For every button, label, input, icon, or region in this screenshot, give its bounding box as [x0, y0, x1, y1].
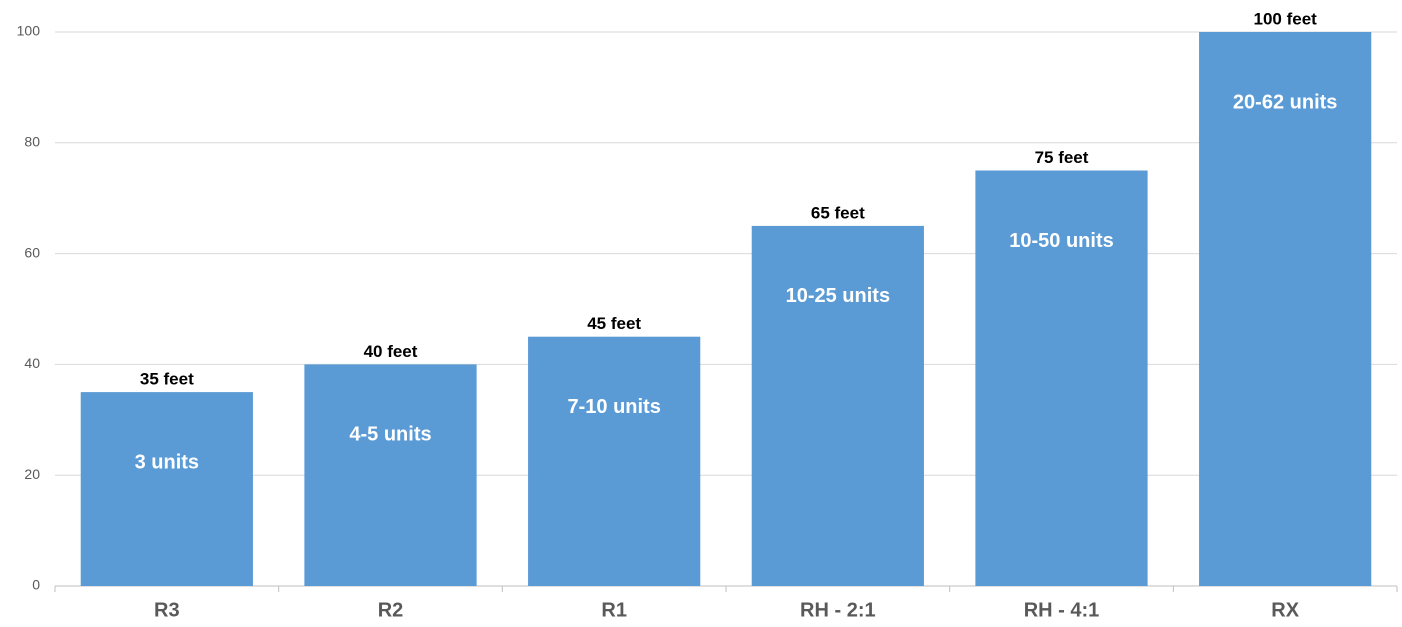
bar — [751, 225, 924, 586]
x-tick-label: R2 — [378, 599, 404, 621]
x-tick-label: RH - 4:1 — [1024, 599, 1100, 621]
y-tick-label: 20 — [24, 466, 40, 482]
y-tick-label: 100 — [17, 23, 41, 39]
value-label: 40 feet — [364, 342, 418, 361]
x-tick-label: R1 — [601, 599, 627, 621]
unit-label: 7-10 units — [567, 396, 660, 418]
x-tick-label: R3 — [154, 599, 180, 621]
unit-label: 10-50 units — [1009, 230, 1113, 252]
unit-label: 3 units — [135, 451, 199, 473]
bar — [1199, 32, 1372, 586]
bar — [975, 170, 1148, 586]
bar — [304, 364, 477, 586]
value-label: 35 feet — [140, 370, 194, 389]
unit-label: 20-62 units — [1233, 91, 1337, 113]
value-label: 45 feet — [587, 314, 641, 333]
value-label: 65 feet — [811, 203, 865, 222]
y-tick-label: 80 — [24, 134, 40, 150]
value-label: 75 feet — [1035, 148, 1089, 167]
unit-label: 4-5 units — [349, 424, 431, 446]
value-label: 100 feet — [1254, 9, 1318, 28]
unit-label: 10-25 units — [786, 285, 890, 307]
y-tick-label: 0 — [32, 577, 40, 593]
y-tick-label: 60 — [24, 244, 40, 260]
y-tick-label: 40 — [24, 355, 40, 371]
x-tick-label: RH - 2:1 — [800, 599, 876, 621]
bar — [80, 392, 253, 586]
x-tick-label: RX — [1271, 599, 1299, 621]
bar — [528, 336, 701, 586]
